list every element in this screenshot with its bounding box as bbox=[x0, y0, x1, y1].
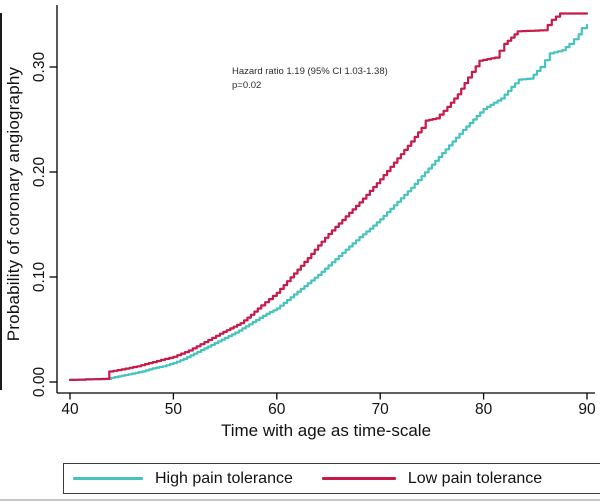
figure-bottom-edge-line bbox=[0, 499, 600, 501]
series-line-low-pain-tolerance bbox=[68, 12, 589, 381]
legend-item-high-pain-tolerance: High pain tolerance bbox=[73, 470, 293, 488]
x-tick-label: 50 bbox=[165, 401, 183, 418]
x-tick-label: 90 bbox=[578, 401, 596, 418]
x-tick-label: 70 bbox=[372, 401, 390, 418]
y-axis-title: Probability of coronary angiography bbox=[4, 66, 23, 342]
figure-left-edge-line bbox=[0, 13, 2, 390]
annotation-line-1: Hazard ratio 1.19 (95% CI 1.03-1.38) bbox=[232, 66, 388, 77]
survival-plot: 0.00 0.10 0.20 0.30 40 50 60 70 80 90 bbox=[31, 5, 596, 418]
y-tick-label: 0.20 bbox=[31, 157, 48, 188]
y-tick-label: 0.30 bbox=[31, 52, 48, 83]
legend-label-high: High pain tolerance bbox=[155, 469, 293, 487]
y-tick-label: 0.10 bbox=[31, 262, 48, 293]
x-axis-title: Time with age as time-scale bbox=[220, 421, 432, 440]
legend-box: High pain tolerance Low pain tolerance bbox=[63, 463, 600, 494]
legend-label-low: Low pain tolerance bbox=[407, 469, 543, 487]
hazard-ratio-annotation: Hazard ratio 1.19 (95% CI 1.03-1.38) p=0… bbox=[232, 65, 388, 93]
x-tick-label: 40 bbox=[61, 401, 79, 418]
legend-line-sample-low bbox=[321, 477, 396, 480]
legend-item-low-pain-tolerance: Low pain tolerance bbox=[321, 469, 543, 488]
x-tick-label: 80 bbox=[475, 401, 493, 418]
legend-line-sample-high bbox=[73, 477, 143, 480]
annotation-line-2: p=0.02 bbox=[232, 80, 262, 91]
y-tick-label: 0.00 bbox=[31, 367, 48, 398]
axis-lines bbox=[56, 5, 595, 394]
x-tick-label: 60 bbox=[268, 401, 286, 418]
series-line-high-pain-tolerance bbox=[68, 23, 589, 381]
